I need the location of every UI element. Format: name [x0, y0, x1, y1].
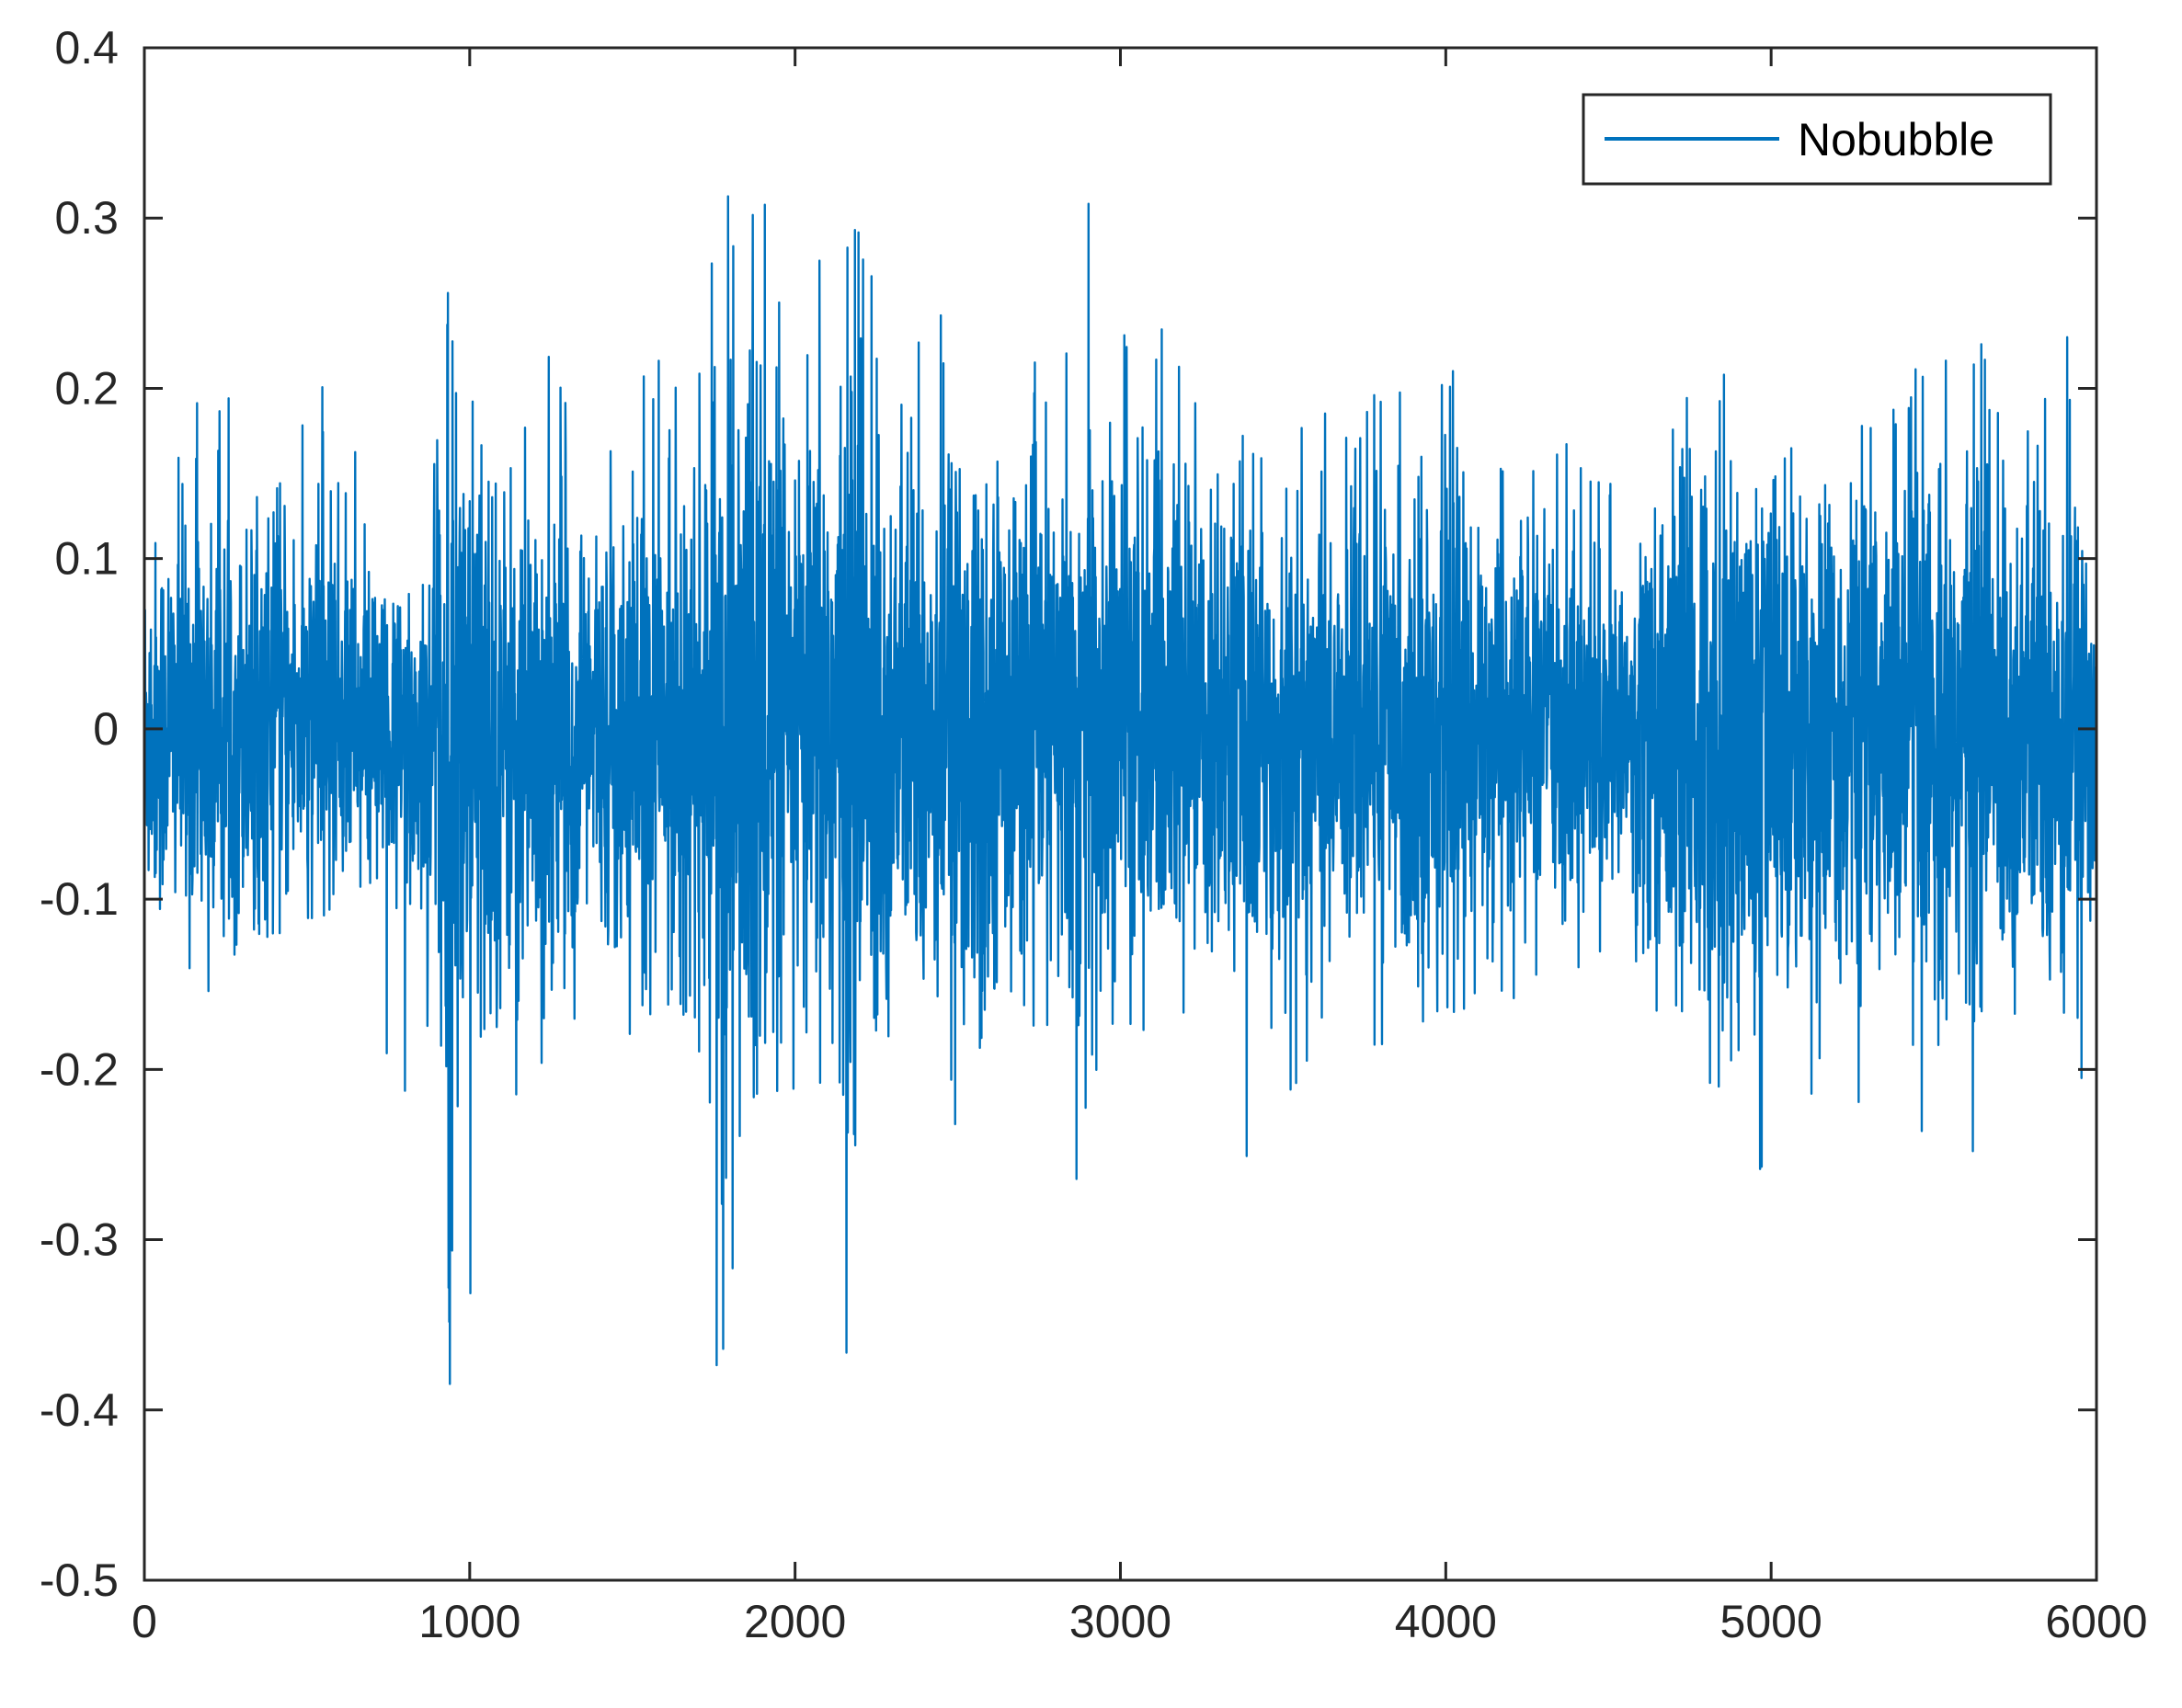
- x-tick-label: 2000: [744, 1596, 846, 1647]
- y-tick-label: -0.4: [40, 1384, 119, 1436]
- series-line-nobubble: [143, 195, 2098, 1385]
- y-tick-label: -0.5: [40, 1554, 119, 1606]
- axes-box: [143, 46, 2098, 1582]
- y-tick-label: 0.3: [54, 192, 119, 244]
- y-tick-label: 0.2: [54, 362, 119, 414]
- y-tick-label: 0.1: [54, 533, 119, 585]
- x-tick-label: 1000: [418, 1596, 520, 1647]
- legend: Nobubble: [1582, 93, 2052, 186]
- y-tick-labels: -0.5 -0.4 -0.3 -0.2 -0.1 0 0.1 0.2 0.3 0.4: [40, 22, 119, 1606]
- x-tick-label: 4000: [1395, 1596, 1497, 1647]
- x-tick-labels: 0 1000 2000 3000 4000 5000 6000: [131, 1596, 2148, 1647]
- x-tick-label: 5000: [1720, 1596, 1822, 1647]
- x-tick-label: 6000: [2045, 1596, 2147, 1647]
- series-layer: [143, 195, 2098, 1385]
- legend-label: Nobubble: [1798, 114, 1994, 165]
- y-tick-label: 0.4: [54, 22, 119, 74]
- y-tick-label: 0: [93, 703, 119, 755]
- y-tick-label: -0.3: [40, 1214, 119, 1266]
- x-tick-label: 0: [131, 1596, 157, 1647]
- y-tick-label: -0.2: [40, 1043, 119, 1095]
- x-tick-label: 3000: [1069, 1596, 1171, 1647]
- y-tick-label: -0.1: [40, 873, 119, 925]
